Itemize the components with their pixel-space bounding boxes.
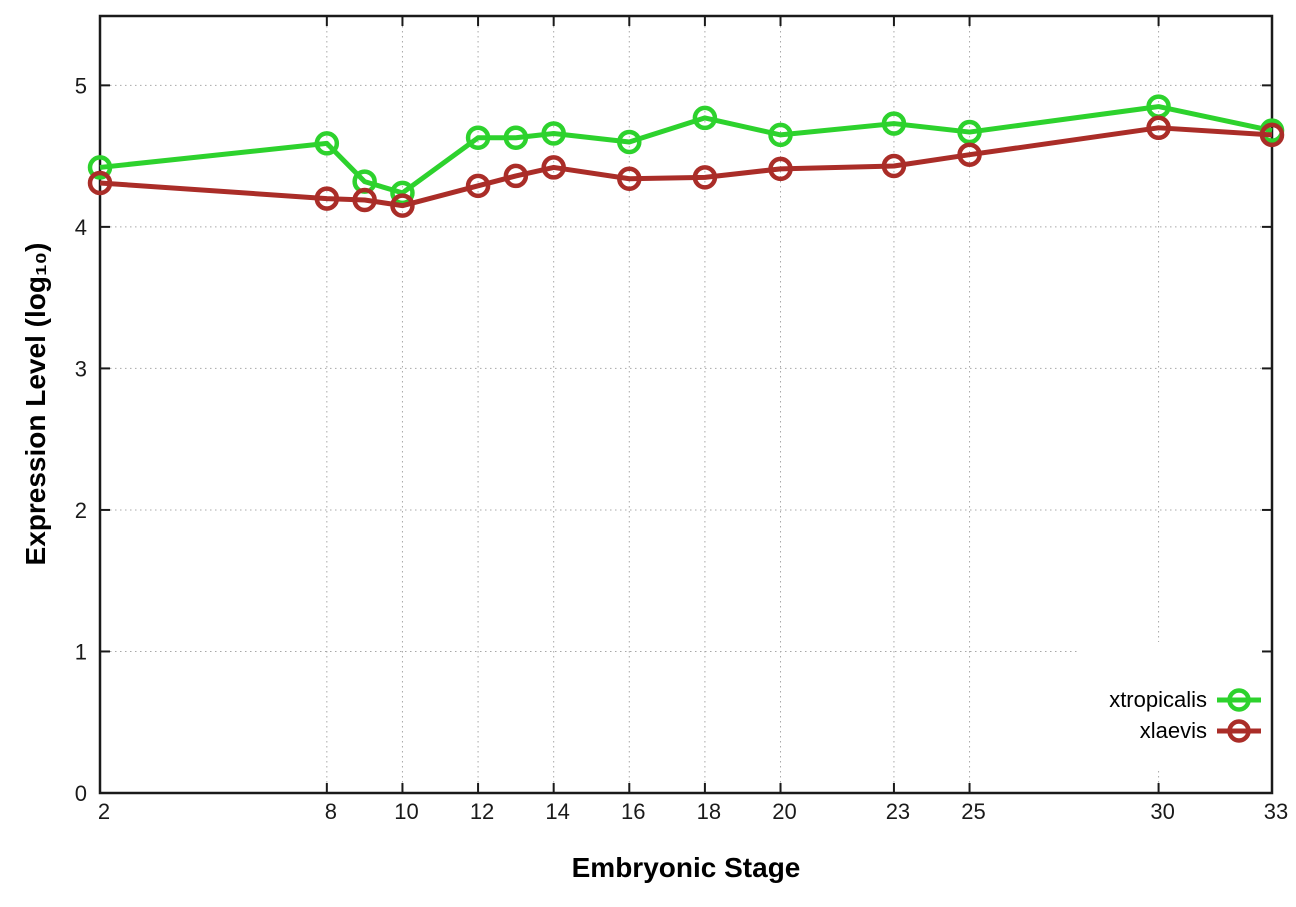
- data-point-marker-icon: [465, 125, 491, 150]
- y-tick-label: 5: [75, 73, 87, 98]
- legend-label-xtropicalis: xtropicalis: [1109, 687, 1207, 712]
- data-point-marker-icon: [957, 142, 982, 167]
- data-point-marker-icon: [957, 119, 982, 145]
- data-point-marker-icon: [692, 165, 718, 190]
- series-xtropicalis: [87, 94, 1285, 206]
- x-tick-label: 30: [1150, 799, 1174, 824]
- data-point-marker-icon: [503, 125, 529, 150]
- data-point-marker-icon: [87, 155, 113, 180]
- data-point-marker-icon: [87, 170, 113, 196]
- tick-marks: [99, 16, 1273, 794]
- series-line-xlaevis: [99, 125, 1273, 209]
- y-tick-label: 4: [75, 215, 87, 240]
- x-tick-label: 2: [98, 799, 110, 824]
- data-point-marker-icon: [541, 121, 566, 146]
- data-point-marker-icon: [465, 173, 491, 199]
- legend-marker-xlaevis-icon: [1217, 719, 1261, 743]
- data-point-marker-icon: [692, 105, 718, 131]
- data-point-marker-icon: [1146, 115, 1171, 141]
- data-point-marker-icon: [617, 166, 642, 192]
- data-point-marker-icon: [1259, 122, 1285, 148]
- data-point-marker-icon: [390, 193, 415, 218]
- data-point-marker-icon: [314, 131, 340, 156]
- data-point-marker-icon: [390, 180, 415, 206]
- x-tick-label: 33: [1264, 799, 1288, 824]
- x-tick-label: 23: [886, 799, 910, 824]
- series-xlaevis: [87, 115, 1285, 218]
- x-tick-label: 20: [772, 799, 796, 824]
- legend-label-xlaevis: xlaevis: [1139, 718, 1207, 743]
- y-axis-label: Expression Level (log₁₀): [20, 242, 51, 566]
- data-point-marker-icon: [352, 187, 377, 213]
- x-tick-label: 14: [545, 799, 569, 824]
- x-axis-label: Embryonic Stage: [571, 852, 801, 883]
- legend: xtropicalis xlaevis: [1109, 687, 1262, 744]
- legend-marker-xtropicalis-icon: [1217, 688, 1261, 712]
- data-point-marker-icon: [881, 111, 907, 136]
- data-point-marker-icon: [881, 153, 907, 179]
- series-line-xtropicalis: [99, 104, 1273, 196]
- data-point-marker-icon: [314, 186, 340, 211]
- y-tick-label: 3: [75, 356, 87, 381]
- data-point-marker-icon: [541, 155, 566, 180]
- y-tick-label: 2: [75, 498, 87, 523]
- y-tick-label: 0: [75, 781, 87, 806]
- legend-entry-xtropicalis: xtropicalis: [1109, 687, 1262, 713]
- x-tick-label: 25: [961, 799, 985, 824]
- x-tick-label: 12: [470, 799, 494, 824]
- x-tick-label: 16: [621, 799, 645, 824]
- legend-entry-xlaevis: xlaevis: [1140, 718, 1262, 744]
- x-tick-label: 8: [325, 799, 337, 824]
- data-point-marker-icon: [503, 163, 529, 189]
- y-tick-label: 1: [75, 639, 87, 664]
- data-point-marker-icon: [768, 156, 793, 182]
- data-point-marker-icon: [617, 129, 642, 155]
- plot-border: [98, 14, 1274, 795]
- x-tick-label: 18: [697, 799, 721, 824]
- data-point-marker-icon: [768, 122, 793, 148]
- legend-background: [1080, 642, 1270, 768]
- x-tick-label: 10: [394, 799, 418, 824]
